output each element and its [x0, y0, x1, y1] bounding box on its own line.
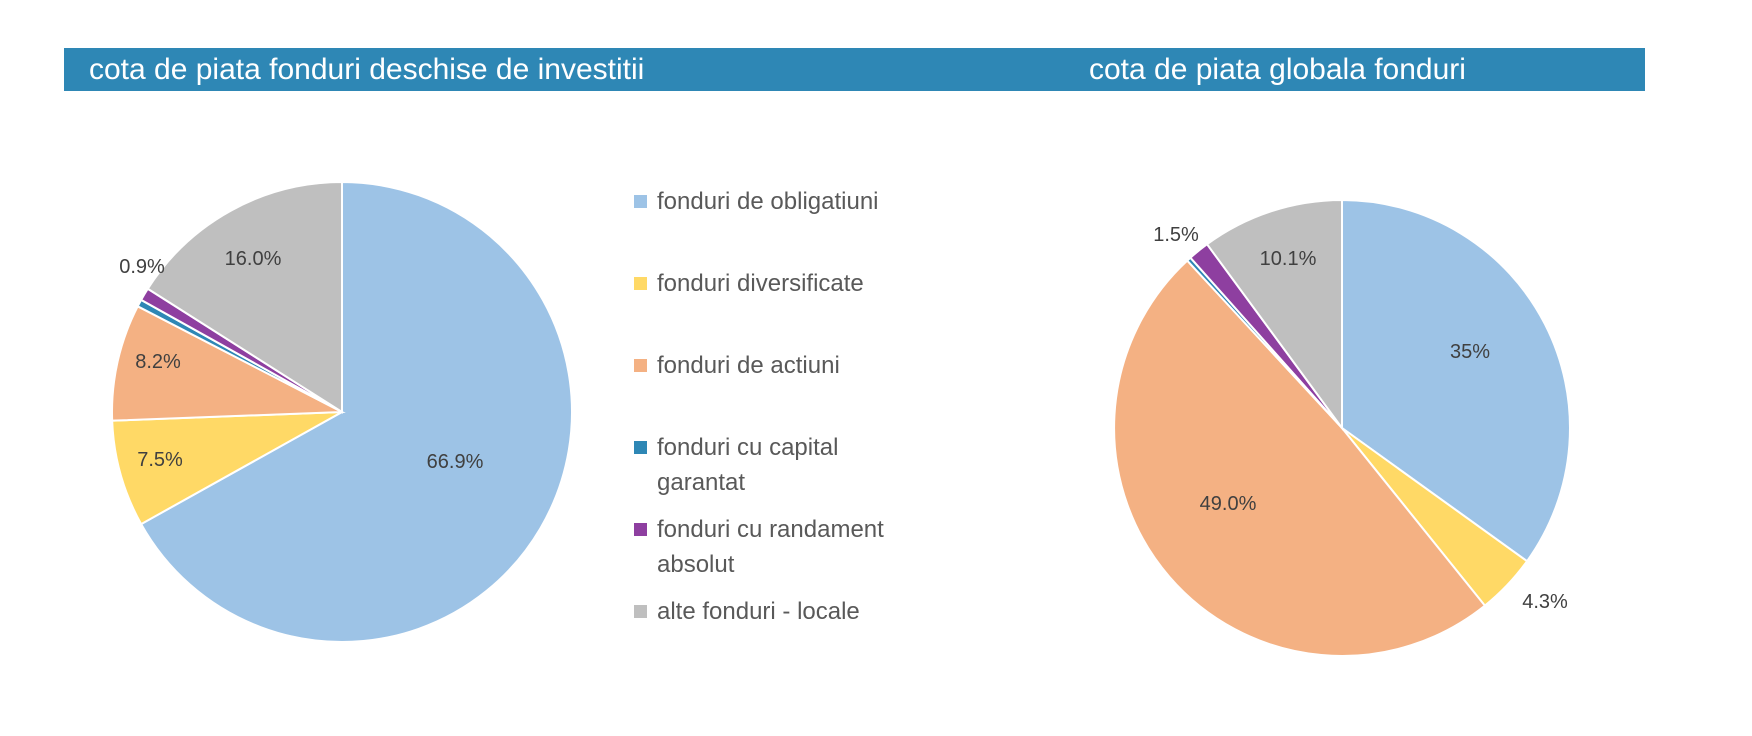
legend-swatch [634, 441, 647, 454]
legend-label: fonduri diversificate [657, 270, 864, 297]
legend-swatch [634, 195, 647, 208]
legend-label: fonduri de obligatiuni [657, 188, 879, 215]
data-label-6: 10.1% [1260, 248, 1317, 270]
header-bar: cota de piata fonduri deschise de invest… [64, 48, 1645, 91]
legend-label: fonduri de actiuni [657, 352, 840, 379]
data-label-2: 7.5% [137, 449, 183, 471]
pie-slice-2 [111, 411, 343, 526]
pie-slice-6 [146, 180, 343, 414]
pie-slice-3 [1113, 259, 1487, 657]
pie-slice-1 [1341, 198, 1571, 563]
right-pie-chart: 35% 4.3% 49.0% 1.5% 10.1% [1113, 198, 1571, 657]
data-label-5: 0.9% [119, 256, 165, 278]
data-label-5: 1.5% [1153, 224, 1199, 246]
pie-slice-6 [1205, 198, 1343, 432]
data-label-6: 16.0% [225, 248, 282, 270]
left-chart-title: cota de piata fonduri deschise de invest… [89, 53, 645, 86]
pie-slice-3 [111, 304, 346, 422]
legend-swatch [634, 605, 647, 618]
legend-label: alte fonduri - locale [657, 598, 860, 625]
data-label-3: 8.2% [135, 351, 181, 373]
data-label-1: 66.9% [427, 451, 484, 473]
legend-swatch [634, 277, 647, 290]
legend-label: fonduri cu randament absolut [657, 516, 884, 578]
legend-swatch [634, 359, 647, 372]
left-pie-chart: 66.9% 7.5% 8.2% 0.9% 16.0% [111, 180, 573, 643]
pie-slice-1 [139, 180, 573, 643]
legend-swatch [634, 523, 647, 536]
legend-label: fonduri cu capital garantat [657, 434, 839, 496]
right-chart-title: cota de piata globala fonduri [1089, 53, 1466, 86]
data-label-1: 35% [1450, 341, 1490, 363]
data-label-3: 49.0% [1200, 493, 1257, 515]
data-label-2: 4.3% [1522, 591, 1568, 613]
